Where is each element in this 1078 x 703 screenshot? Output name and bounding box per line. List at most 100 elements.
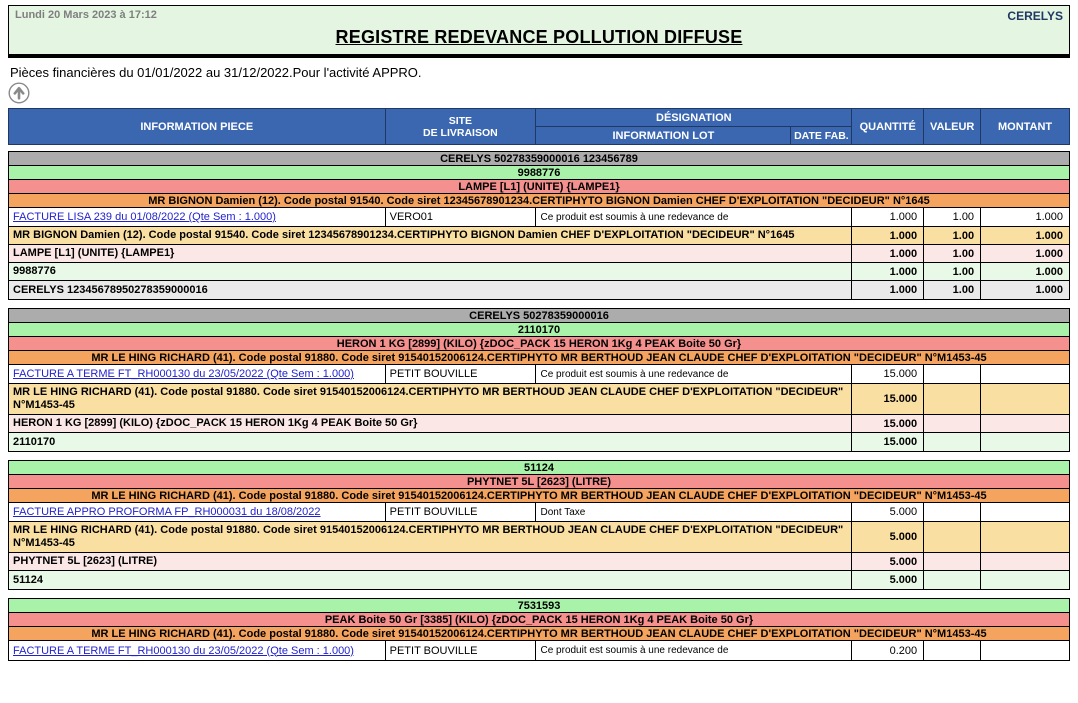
- column-header-site-livraison: SITE DE LIVRAISON: [386, 109, 537, 144]
- subtotal-label: CERELYS 12345678950278359000016: [9, 281, 853, 299]
- quantity-cell: 5.000: [852, 553, 925, 570]
- group-band-gray: CERELYS 50278359000016 123456789: [9, 152, 1069, 166]
- valeur-cell: 1.00: [924, 263, 982, 280]
- column-header-valeur: VALEUR: [924, 109, 982, 144]
- valeur-cell: [924, 365, 982, 383]
- invoice-row: FACTURE A TERME FT_RH000130 du 23/05/202…: [9, 365, 1069, 384]
- valeur-cell: 1.00: [924, 227, 982, 244]
- group-band-pink: HERON 1 KG [2899] (KILO) {zDOC_PACK 15 H…: [9, 337, 1069, 351]
- montant-cell: [981, 433, 1069, 451]
- site-cell: VERO01: [386, 208, 537, 226]
- report-block: 7531593 PEAK Boite 50 Gr [3385] (KILO) {z…: [8, 598, 1070, 661]
- lot-info-cell: Dont Taxe: [536, 503, 853, 521]
- column-header-information-piece: INFORMATION PIECE: [9, 109, 386, 144]
- quantity-cell: 5.000: [852, 571, 925, 589]
- valeur-cell: [924, 433, 982, 451]
- subtotal-row-pink: PHYTNET 5L [2623] (LITRE) 5.000: [9, 553, 1069, 571]
- invoice-link[interactable]: FACTURE LISA 239 du 01/08/2022 (Qte Sem …: [9, 208, 386, 226]
- quantity-cell: 1.000: [852, 208, 925, 226]
- subtotal-row-orange: MR BIGNON Damien (12). Code postal 91540…: [9, 227, 1069, 245]
- valeur-cell: [924, 503, 982, 521]
- quantity-cell: 1.000: [852, 227, 925, 244]
- montant-cell: [981, 571, 1069, 589]
- report-table: INFORMATION PIECE SITE DE LIVRAISON DÉSI…: [8, 108, 1070, 661]
- up-arrow-icon: [8, 82, 30, 104]
- invoice-link[interactable]: FACTURE A TERME FT_RH000130 du 23/05/202…: [9, 365, 386, 383]
- column-header-quantite: QUANTITÉ: [852, 109, 925, 144]
- column-header-information-lot: INFORMATION LOT: [536, 127, 792, 144]
- montant-cell: [981, 365, 1069, 383]
- montant-cell: 1.000: [1035, 284, 1063, 296]
- report-subtitle: Pièces financières du 01/01/2022 au 31/1…: [10, 65, 422, 80]
- subtotal-label: MR LE HING RICHARD (41). Code postal 918…: [9, 384, 853, 414]
- valeur-cell: [924, 415, 982, 432]
- group-band-gray: CERELYS 50278359000016: [9, 309, 1069, 323]
- quantity-cell: 15.000: [852, 415, 925, 432]
- column-header-montant: MONTANT: [997, 120, 1053, 133]
- group-band-orange: MR LE HING RICHARD (41). Code postal 918…: [9, 489, 1069, 503]
- group-band-pink: PEAK Boite 50 Gr [3385] (KILO) {zDOC_PAC…: [9, 613, 1069, 627]
- group-band-green: 2110170: [9, 323, 1069, 337]
- montant-cell: 1.000: [1035, 211, 1063, 223]
- report-block: 51124 PHYTNET 5L [2623] (LITRE) MR LE HING…: [8, 460, 1070, 590]
- company-name: CERELYS: [1007, 9, 1063, 23]
- subtotal-label: 51124: [9, 571, 853, 589]
- subtotal-label: MR LE HING RICHARD (41). Code postal 918…: [9, 522, 853, 552]
- page-title: REGISTRE REDEVANCE POLLUTION DIFFUSE: [335, 27, 743, 47]
- group-band-pink: LAMPE [L1] (UNITE) {LAMPE1}: [9, 180, 1069, 194]
- montant-cell: [981, 641, 1069, 660]
- subtotal-label: 2110170: [9, 433, 853, 451]
- quantity-cell: 1.000: [852, 281, 925, 299]
- quantity-cell: 1.000: [852, 245, 925, 262]
- subtotal-label: LAMPE [L1] (UNITE) {LAMPE1}: [9, 245, 853, 262]
- site-header-line1: SITE: [448, 114, 473, 127]
- quantity-cell: 5.000: [852, 503, 925, 521]
- report-banner: Lundi 20 Mars 2023 à 17:12 CERELYS REGIS…: [8, 5, 1070, 58]
- table-header-row: INFORMATION PIECE SITE DE LIVRAISON DÉSI…: [8, 108, 1070, 145]
- lot-info-cell: Ce produit est soumis à une redevance de: [536, 641, 853, 660]
- subtotal-row-pink: HERON 1 KG [2899] (KILO) {zDOC_PACK 15 H…: [9, 415, 1069, 433]
- valeur-cell: [924, 641, 982, 660]
- montant-cell: 1.000: [1035, 265, 1063, 278]
- subtotal-row-green: 2110170 15.000: [9, 433, 1069, 451]
- quantity-cell: 1.000: [852, 263, 925, 280]
- valeur-cell: 1.00: [924, 208, 982, 226]
- lot-info-cell: Ce produit est soumis à une redevance de: [536, 208, 853, 226]
- group-band-green: 9988776: [9, 166, 1069, 180]
- group-band-orange: MR LE HING RICHARD (41). Code postal 918…: [9, 351, 1069, 365]
- report-page: Lundi 20 Mars 2023 à 17:12 CERELYS REGIS…: [8, 5, 1070, 661]
- invoice-link[interactable]: FACTURE APPRO PROFORMA FP_RH000031 du 18…: [9, 503, 386, 521]
- valeur-cell: [924, 522, 982, 552]
- montant-cell: [981, 553, 1069, 570]
- report-block: CERELYS 50278359000016 123456789 9988776 L…: [8, 151, 1070, 300]
- site-cell: PETIT BOUVILLE: [386, 365, 537, 383]
- subtotal-label: MR BIGNON Damien (12). Code postal 91540…: [9, 227, 853, 244]
- montant-cell: [981, 415, 1069, 432]
- invoice-row: FACTURE APPRO PROFORMA FP_RH000031 du 18…: [9, 503, 1069, 522]
- group-band-pink: PHYTNET 5L [2623] (LITRE): [9, 475, 1069, 489]
- site-cell: PETIT BOUVILLE: [386, 641, 537, 660]
- quantity-cell: 15.000: [852, 384, 925, 414]
- subtotal-row-green: 9988776 1.000 1.00 1.000: [9, 263, 1069, 281]
- site-header-line2: DE LIVRAISON: [423, 126, 498, 139]
- valeur-cell: [924, 571, 982, 589]
- valeur-cell: 1.00: [924, 245, 982, 262]
- site-cell: PETIT BOUVILLE: [386, 503, 537, 521]
- subtotal-row-gray: CERELYS 12345678950278359000016 1.000 1.00…: [9, 281, 1069, 299]
- valeur-cell: [924, 384, 982, 414]
- group-band-green: 7531593: [9, 599, 1069, 613]
- scroll-top-icon[interactable]: [8, 82, 30, 104]
- quantity-cell: 0.200: [852, 641, 925, 660]
- invoice-link[interactable]: FACTURE A TERME FT_RH000130 du 23/05/202…: [9, 641, 386, 660]
- column-header-designation-group: DÉSIGNATION INFORMATION LOT DATE FAB.: [536, 109, 853, 144]
- valeur-cell: 1.00: [924, 281, 982, 299]
- subtotal-label: PHYTNET 5L [2623] (LITRE): [9, 553, 853, 570]
- column-header-designation: DÉSIGNATION: [536, 109, 852, 127]
- montant-cell: 1.000: [1035, 247, 1063, 260]
- report-datetime: Lundi 20 Mars 2023 à 17:12: [15, 9, 157, 21]
- subtotal-row-pink: LAMPE [L1] (UNITE) {LAMPE1} 1.000 1.00 1.00…: [9, 245, 1069, 263]
- valeur-cell: [924, 553, 982, 570]
- lot-info-cell: Ce produit est soumis à une redevance de: [536, 365, 853, 383]
- group-band-orange: MR LE HING RICHARD (41). Code postal 918…: [9, 627, 1069, 641]
- subtotal-label: 9988776: [9, 263, 853, 280]
